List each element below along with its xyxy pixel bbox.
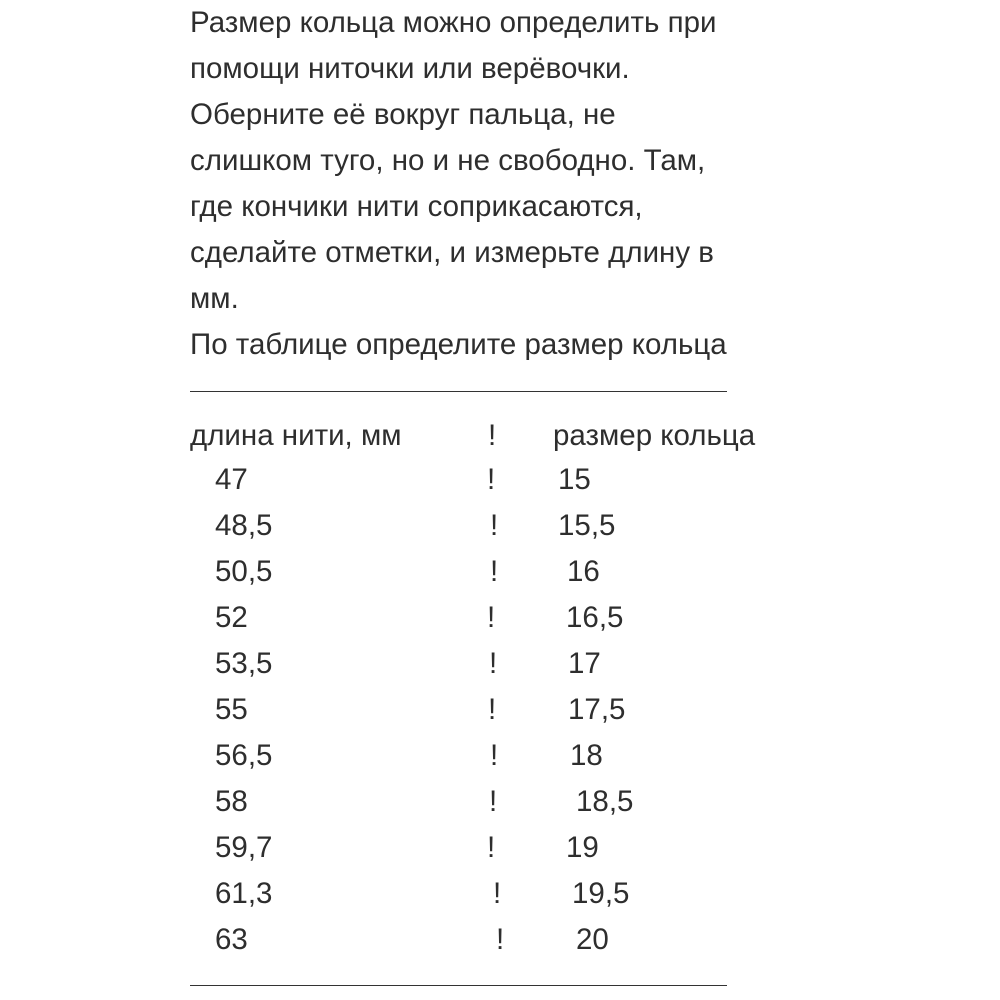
row-separator: ! (488, 693, 497, 726)
intro-line: По таблице определите размер кольца (190, 328, 727, 361)
row-size: 17 (568, 647, 601, 680)
row-separator: ! (493, 877, 502, 910)
row-length: 55 (215, 693, 248, 726)
header-separator: ! (488, 419, 497, 452)
row-length: 48,5 (215, 509, 273, 542)
row-size: 18 (570, 739, 603, 772)
row-size: 16 (567, 555, 600, 588)
intro-line: помощи ниточки или верёвочки. (190, 52, 630, 85)
row-separator: ! (489, 647, 498, 680)
intro-line: сделайте отметки, и измерьте длину в (190, 236, 714, 269)
row-size: 18,5 (576, 785, 634, 818)
row-size: 19,5 (572, 877, 630, 910)
row-length: 59,7 (215, 831, 273, 864)
row-length: 61,3 (215, 877, 273, 910)
row-separator: ! (487, 463, 496, 496)
intro-line: слишком туго, но и не свободно. Там, (190, 144, 706, 177)
row-size: 20 (576, 923, 609, 956)
intro-line: Оберните её вокруг пальца, не (190, 98, 616, 131)
row-separator: ! (487, 831, 496, 864)
row-separator: ! (487, 601, 496, 634)
row-length: 58 (215, 785, 248, 818)
divider-bottom (190, 985, 727, 986)
row-length: 52 (215, 601, 248, 634)
row-separator: ! (490, 509, 499, 542)
header-length: длина нити, мм (190, 419, 402, 452)
header-size: размер кольца (553, 419, 756, 452)
intro-line: мм. (190, 282, 239, 315)
row-size: 19 (566, 831, 599, 864)
row-separator: ! (496, 923, 505, 956)
row-length: 56,5 (215, 739, 273, 772)
row-size: 17,5 (568, 693, 626, 726)
intro-line: Размер кольца можно определить при (190, 6, 717, 39)
row-separator: ! (490, 555, 499, 588)
row-length: 50,5 (215, 555, 273, 588)
divider-top (190, 391, 727, 392)
row-length: 47 (215, 463, 248, 496)
intro-line: где кончики нити соприкасаются, (190, 190, 643, 223)
row-length: 53,5 (215, 647, 273, 680)
row-separator: ! (490, 739, 499, 772)
row-size: 16,5 (566, 601, 624, 634)
row-size: 15,5 (558, 509, 616, 542)
row-length: 63 (215, 923, 248, 956)
row-separator: ! (489, 785, 498, 818)
row-size: 15 (558, 463, 591, 496)
